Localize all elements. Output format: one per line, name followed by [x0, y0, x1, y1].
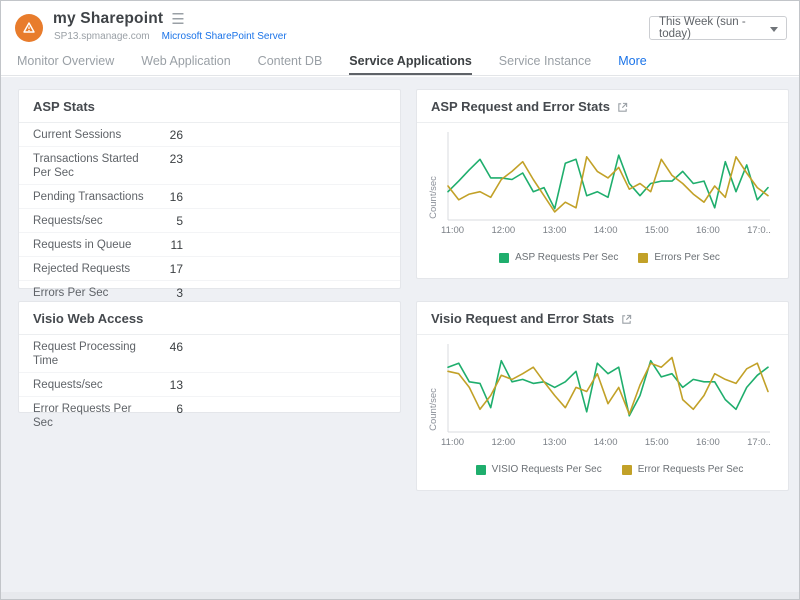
open-in-new-window-icon[interactable] — [617, 102, 628, 113]
x-tick: 13:00 — [543, 437, 567, 448]
stat-row: Transactions Started Per Sec 23 — [19, 147, 400, 185]
legend-item[interactable]: ASP Requests Per Sec — [499, 252, 618, 263]
asp-request-error-chart-panel: ASP Request and Error Stats Count/sec 11… — [416, 89, 789, 279]
stat-label: Requests in Queue — [33, 237, 153, 252]
stat-value: 5 — [153, 213, 183, 228]
asp-stats-title: ASP Stats — [19, 90, 400, 123]
legend-swatch-icon — [499, 253, 509, 263]
stat-label: Requests/sec — [33, 377, 153, 392]
stat-value: 3 — [153, 285, 183, 300]
stat-row: Pending Transactions 16 — [19, 185, 400, 209]
x-axis-ticks: 11:00 12:00 13:00 14:00 15:00 16:00 17:0… — [441, 223, 771, 236]
stat-value: 17 — [153, 261, 183, 276]
tab-monitor-overview[interactable]: Monitor Overview — [17, 50, 114, 75]
stat-value: 6 — [153, 401, 183, 416]
tab-content-db[interactable]: Content DB — [258, 50, 323, 75]
asp-stats-panel: ASP Stats Current Sessions 26 Transactio… — [18, 89, 401, 289]
x-tick: 14:00 — [594, 437, 618, 448]
line-chart — [441, 343, 771, 435]
stat-value: 11 — [153, 237, 183, 252]
chart-area: Count/sec 11:00 12:00 13:00 14:00 15:00 … — [417, 123, 788, 263]
hamburger-menu-icon[interactable]: ☰ — [171, 12, 184, 27]
chart-legend: VISIO Requests Per Sec Error Requests Per… — [441, 464, 778, 475]
host-name: SP13.spmanage.com — [54, 31, 150, 42]
chart-title: ASP Request and Error Stats — [431, 99, 610, 114]
tab-more[interactable]: More — [618, 50, 646, 75]
legend-swatch-icon — [476, 465, 486, 475]
x-tick: 14:00 — [594, 225, 618, 236]
chart-title: Visio Request and Error Stats — [431, 311, 614, 326]
x-tick: 11:00 — [441, 225, 464, 236]
stat-row: Request Processing Time 46 — [19, 335, 400, 373]
stat-label: Transactions Started Per Sec — [33, 151, 153, 180]
legend-label: VISIO Requests Per Sec — [492, 464, 602, 475]
dashboard-content: ASP Stats Current Sessions 26 Transactio… — [1, 77, 799, 599]
chevron-down-icon — [770, 27, 778, 32]
visio-request-error-chart-panel: Visio Request and Error Stats Count/sec … — [416, 301, 789, 491]
visio-web-access-panel: Visio Web Access Request Processing Time… — [18, 301, 401, 413]
stat-label: Current Sessions — [33, 127, 153, 142]
stat-row: Error Requests Per Sec 6 — [19, 397, 400, 434]
chart-legend: ASP Requests Per Sec Errors Per Sec — [441, 252, 778, 263]
tab-bar: Monitor Overview Web Application Content… — [1, 50, 799, 76]
stat-label: Pending Transactions — [33, 189, 153, 204]
y-axis-label: Count/sec — [428, 388, 439, 431]
header: my Sharepoint ☰ SP13.spmanage.com Micros… — [1, 1, 799, 50]
stat-row: Requests/sec 13 — [19, 373, 400, 397]
page-title: my Sharepoint — [53, 10, 163, 28]
warning-triangle-icon — [21, 20, 37, 36]
legend-item[interactable]: Error Requests Per Sec — [622, 464, 744, 475]
line-chart — [441, 131, 771, 223]
visio-web-access-title: Visio Web Access — [19, 302, 400, 335]
stat-label: Errors Per Sec — [33, 285, 153, 300]
legend-label: Errors Per Sec — [654, 252, 720, 263]
stat-value: 16 — [153, 189, 183, 204]
x-tick: 15:00 — [645, 437, 669, 448]
stat-label: Rejected Requests — [33, 261, 153, 276]
x-axis-ticks: 11:00 12:00 13:00 14:00 15:00 16:00 17:0… — [441, 435, 771, 448]
stat-row: Rejected Requests 17 — [19, 257, 400, 281]
tab-service-applications[interactable]: Service Applications — [349, 50, 472, 75]
stat-value: 23 — [153, 151, 183, 166]
bottom-scroll-area — [1, 592, 799, 599]
stat-value: 46 — [153, 339, 183, 354]
x-tick: 12:00 — [491, 225, 515, 236]
stat-label: Request Processing Time — [33, 339, 153, 368]
x-tick: 16:00 — [696, 225, 720, 236]
stat-row: Requests in Queue 11 — [19, 233, 400, 257]
server-type-link[interactable]: Microsoft SharePoint Server — [162, 31, 287, 42]
x-tick: 16:00 — [696, 437, 720, 448]
time-range-value: This Week (sun - today) — [659, 16, 764, 40]
legend-label: ASP Requests Per Sec — [515, 252, 618, 263]
legend-item[interactable]: VISIO Requests Per Sec — [476, 464, 602, 475]
tab-service-instance[interactable]: Service Instance — [499, 50, 591, 75]
chart-area: Count/sec 11:00 12:00 13:00 14:00 15:00 … — [417, 335, 788, 475]
monitor-status-icon — [15, 14, 43, 42]
time-range-dropdown[interactable]: This Week (sun - today) — [649, 16, 787, 40]
legend-swatch-icon — [638, 253, 648, 263]
x-tick: 17:0.. — [747, 437, 771, 448]
x-tick: 11:00 — [441, 437, 464, 448]
x-tick: 17:0.. — [747, 225, 771, 236]
legend-label: Error Requests Per Sec — [638, 464, 744, 475]
legend-item[interactable]: Errors Per Sec — [638, 252, 720, 263]
tab-web-application[interactable]: Web Application — [141, 50, 230, 75]
stat-row: Requests/sec 5 — [19, 209, 400, 233]
x-tick: 15:00 — [645, 225, 669, 236]
stat-label: Error Requests Per Sec — [33, 401, 153, 430]
x-tick: 13:00 — [543, 225, 567, 236]
legend-swatch-icon — [622, 465, 632, 475]
stat-label: Requests/sec — [33, 213, 153, 228]
y-axis-label: Count/sec — [428, 176, 439, 219]
x-tick: 12:00 — [491, 437, 515, 448]
stat-value: 26 — [153, 127, 183, 142]
open-in-new-window-icon[interactable] — [621, 314, 632, 325]
stat-value: 13 — [153, 377, 183, 392]
app-window: my Sharepoint ☰ SP13.spmanage.com Micros… — [0, 0, 800, 600]
stat-row: Current Sessions 26 — [19, 123, 400, 147]
